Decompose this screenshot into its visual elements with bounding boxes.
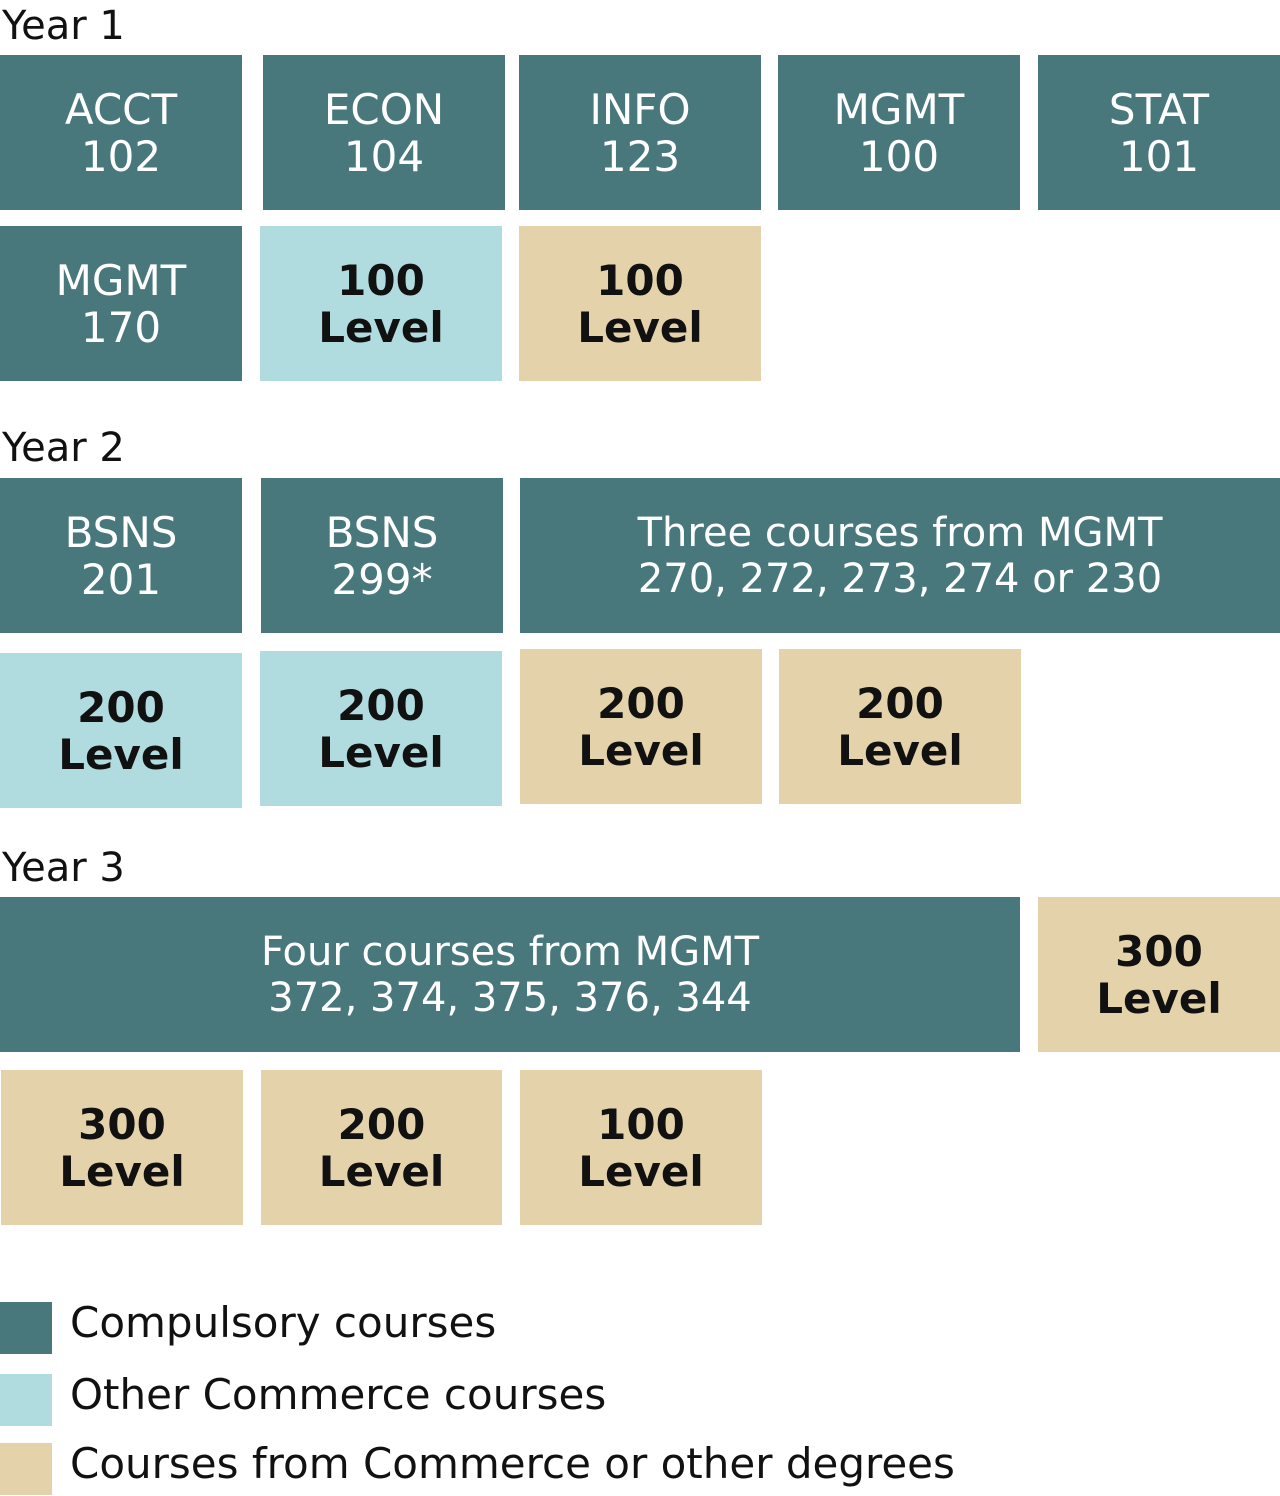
tile-line-1: 200 — [337, 680, 425, 730]
tile-line-1: MGMT — [55, 255, 187, 305]
course-tile-other-200-level: 200 Level — [261, 1070, 502, 1225]
legend-swatch-commerce — [0, 1374, 52, 1426]
year-2-label: Year 2 — [2, 425, 125, 471]
tile-line-1: STAT — [1108, 84, 1210, 134]
tile-line-2: 299* — [331, 554, 433, 604]
year-3-label: Year 3 — [2, 845, 125, 891]
tile-line-2: Level — [59, 1146, 185, 1196]
tile-line-2: Level — [58, 729, 184, 779]
course-tile-other-300-level: 300 Level — [1, 1070, 243, 1225]
course-tile-acct-102: ACCT 102 — [0, 55, 242, 210]
tile-line-1: 100 — [337, 255, 425, 305]
tile-line-1: Four courses from MGMT — [260, 928, 760, 975]
tile-line-1: MGMT — [833, 84, 965, 134]
tile-line-2: Level — [318, 727, 444, 777]
tile-line-2: Level — [837, 725, 963, 775]
legend-label-commerce: Other Commerce courses — [70, 1370, 607, 1419]
course-tile-other-100-level: 100 Level — [520, 1070, 762, 1225]
legend-swatch-other — [0, 1443, 52, 1495]
tile-line-1: BSNS — [64, 507, 178, 557]
tile-line-1: ECON — [323, 84, 445, 134]
tile-line-2: Level — [1096, 973, 1222, 1023]
tile-line-2: 101 — [1118, 131, 1200, 181]
tile-line-1: INFO — [589, 84, 691, 134]
course-tile-other-200-level: 200 Level — [779, 649, 1021, 804]
legend-label-other: Courses from Commerce or other degrees — [70, 1439, 955, 1488]
tile-line-2: Level — [318, 1146, 445, 1196]
course-tile-stat-101: STAT 101 — [1038, 55, 1280, 210]
course-tile-four-mgmt-courses: Four courses from MGMT 372, 374, 375, 376… — [0, 897, 1020, 1052]
tile-line-2: Level — [318, 302, 444, 352]
tile-line-1: 100 — [596, 255, 684, 305]
course-tile-bsns-201: BSNS 201 — [0, 478, 242, 633]
tile-line-2: 270, 272, 273, 274 or 230 — [637, 555, 1163, 602]
tile-line-1: BSNS — [325, 507, 439, 557]
tile-line-1: 300 — [1115, 926, 1203, 976]
tile-line-2: Level — [578, 725, 704, 775]
course-tile-mgmt-170: MGMT 170 — [0, 226, 242, 381]
tile-line-2: 170 — [80, 302, 162, 352]
tile-line-2: 123 — [599, 131, 681, 181]
legend-label-compulsory: Compulsory courses — [70, 1298, 497, 1347]
tile-line-1: 200 — [856, 678, 944, 728]
tile-line-2: 104 — [343, 131, 425, 181]
tile-line-2: 100 — [858, 131, 940, 181]
course-tile-commerce-200-level: 200 Level — [0, 653, 242, 808]
course-tile-commerce-200-level: 200 Level — [260, 651, 502, 806]
tile-line-1: 200 — [337, 1099, 426, 1149]
tile-line-2: Level — [578, 1146, 704, 1196]
tile-line-1: Three courses from MGMT — [637, 509, 1163, 556]
tile-line-1: 100 — [597, 1099, 685, 1149]
year-1-label: Year 1 — [2, 3, 125, 49]
course-tile-other-200-level: 200 Level — [520, 649, 762, 804]
tile-line-2: 201 — [80, 554, 162, 604]
course-tile-commerce-100-level: 100 Level — [260, 226, 502, 381]
course-tile-mgmt-100: MGMT 100 — [778, 55, 1020, 210]
course-tile-three-mgmt-courses: Three courses from MGMT 270, 272, 273, 27… — [520, 478, 1280, 633]
course-tile-info-123: INFO 123 — [519, 55, 761, 210]
course-tile-other-300-level: 300 Level — [1038, 897, 1280, 1052]
course-tile-bsns-299: BSNS 299* — [261, 478, 503, 633]
course-tile-other-100-level: 100 Level — [519, 226, 761, 381]
tile-line-2: Level — [577, 302, 703, 352]
course-tile-econ-104: ECON 104 — [263, 55, 505, 210]
tile-line-1: ACCT — [64, 84, 178, 134]
tile-line-2: 372, 374, 375, 376, 344 — [268, 974, 752, 1021]
tile-line-1: 200 — [597, 678, 685, 728]
tile-line-1: 300 — [78, 1099, 166, 1149]
tile-line-1: 200 — [77, 682, 165, 732]
legend-swatch-compulsory — [0, 1302, 52, 1354]
tile-line-2: 102 — [80, 131, 162, 181]
